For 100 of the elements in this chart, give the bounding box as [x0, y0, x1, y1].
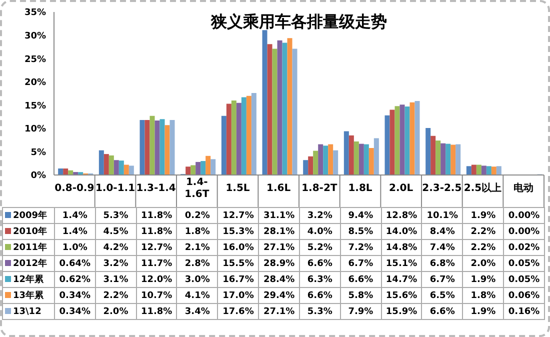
x-tick-label: 电动 [514, 182, 534, 194]
data-label: 3.4% [176, 304, 218, 320]
x-tick-label: 1.4-1.6T [184, 177, 210, 200]
data-label: 29.4% [258, 288, 300, 304]
data-label: 14.8% [381, 240, 422, 256]
legend-label: 13\12 [13, 306, 42, 316]
data-label: 27.1% [258, 304, 300, 320]
legend-label: 2010年 [13, 227, 48, 237]
data-label: 4.1% [176, 288, 218, 304]
data-label: 0.2% [176, 208, 218, 224]
y-tick-label: 30% [24, 31, 46, 42]
data-label: 9.4% [340, 208, 382, 224]
x-tick-label: 1.8L [348, 183, 373, 194]
y-tick-label: 20% [24, 78, 46, 88]
data-label: 7.9% [340, 304, 382, 320]
data-label: 2.0% [462, 256, 504, 272]
data-label: 2.2% [462, 240, 504, 256]
x-tick-label: 2.5以上 [464, 182, 502, 194]
data-label: 6.6% [299, 288, 340, 304]
data-label: 0.00% [504, 224, 544, 240]
data-label: 15.5% [218, 256, 259, 272]
x-tick-label: 1.8-2T [302, 183, 338, 194]
data-label: 5.8% [340, 288, 382, 304]
data-label: 0.05% [504, 272, 544, 288]
y-tick-label: 0% [30, 171, 46, 182]
data-label: 0.34% [54, 304, 96, 320]
legend-label: 12年累 [13, 275, 44, 285]
data-label: 15.6% [381, 288, 422, 304]
data-label: 16.7% [218, 272, 259, 288]
data-label: 7.4% [422, 240, 463, 256]
data-label: 6.7% [422, 272, 463, 288]
data-label: 1.9% [462, 304, 504, 320]
data-label: 2.1% [176, 240, 218, 256]
data-label: 10.1% [422, 208, 463, 224]
legend-label: 2011年 [13, 243, 48, 253]
data-label: 12.0% [136, 272, 177, 288]
data-label: 0.06% [504, 288, 544, 304]
data-label: 27.1% [258, 240, 300, 256]
data-label: 0.16% [504, 304, 544, 320]
x-tick-label: 2.3-2.5 [422, 183, 462, 194]
legend-label: 2009年 [13, 211, 48, 221]
y-tick-label: 15% [24, 101, 46, 112]
y-tick-label: 5% [30, 148, 46, 158]
y-tick-label: 25% [24, 54, 46, 65]
data-label: 17.6% [218, 304, 259, 320]
data-label: 1.8% [462, 288, 504, 304]
x-tick-label: 1.5L [226, 183, 250, 194]
y-tick-label: 35% [24, 8, 46, 18]
legend-label: 13年累 [13, 291, 44, 301]
data-label: 1.4% [54, 224, 96, 240]
data-label: 0.62% [54, 272, 96, 288]
data-label: 1.0% [54, 240, 96, 256]
data-label: 12.8% [381, 208, 422, 224]
data-label: 31.1% [258, 208, 300, 224]
data-label: 16.0% [218, 240, 259, 256]
data-label: 28.1% [258, 224, 300, 240]
data-label: 4.0% [299, 224, 340, 240]
data-label: 6.6% [299, 256, 340, 272]
data-label: 2.2% [95, 288, 136, 304]
legend-label: 2012年 [13, 259, 48, 269]
y-tick-label: 10% [24, 124, 46, 135]
x-tick-label: 1.0-1.1 [95, 183, 136, 194]
data-label: 12.7% [218, 208, 259, 224]
data-label: 2.0% [95, 304, 136, 320]
data-label: 4.2% [95, 240, 136, 256]
data-label: 6.5% [422, 288, 463, 304]
data-label: 6.8% [422, 256, 463, 272]
data-label: 7.2% [340, 240, 382, 256]
data-label: 6.7% [340, 256, 382, 272]
data-label: 0.64% [54, 256, 96, 272]
data-label: 3.1% [95, 272, 136, 288]
data-label: 1.9% [462, 272, 504, 288]
x-tick-label: 1.3-1.4 [136, 183, 176, 194]
data-label: 0.00% [504, 208, 544, 224]
chart-title: 狭义乘用车各排量级走势 [210, 12, 388, 33]
data-label: 5.2% [299, 240, 340, 256]
data-label: 2.8% [176, 256, 218, 272]
data-label: 0.05% [504, 256, 544, 272]
data-label: 17.0% [218, 288, 259, 304]
data-label: 15.9% [381, 304, 422, 320]
data-label: 6.6% [422, 304, 463, 320]
data-label: 6.3% [299, 272, 340, 288]
data-label: 6.6% [340, 272, 382, 288]
data-label: 11.8% [136, 224, 177, 240]
data-label: 0.02% [504, 240, 544, 256]
data-label: 3.0% [176, 272, 218, 288]
data-label: 12.7% [136, 240, 177, 256]
data-label: 15.3% [218, 224, 259, 240]
data-label: 3.2% [299, 208, 340, 224]
data-label: 2.2% [462, 224, 504, 240]
data-label: 14.7% [381, 272, 422, 288]
data-label: 5.3% [299, 304, 340, 320]
data-label: 1.4% [54, 208, 96, 224]
data-label: 5.3% [95, 208, 136, 224]
x-tick-label: 1.6L [266, 183, 292, 194]
data-label: 0.34% [54, 288, 96, 304]
data-label: 11.7% [136, 256, 177, 272]
data-label: 28.4% [258, 272, 300, 288]
data-label: 10.7% [136, 288, 177, 304]
data-label: 11.8% [136, 208, 177, 224]
